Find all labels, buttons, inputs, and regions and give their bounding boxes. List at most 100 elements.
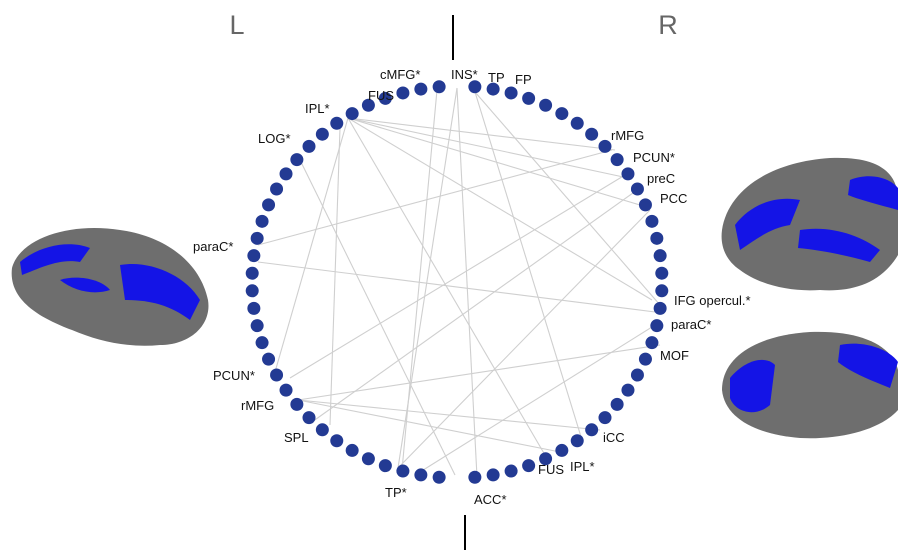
edge [401, 89, 438, 471]
node [655, 284, 669, 298]
edge [299, 159, 456, 476]
node [361, 452, 375, 466]
edge [347, 117, 546, 456]
right-brain-lateral [721, 157, 898, 291]
region-label: cMFG* [380, 67, 420, 82]
region-label: INS* [451, 67, 478, 82]
node [270, 182, 284, 196]
node [247, 249, 261, 263]
edge [419, 321, 661, 473]
region-labels: cMFG* INS* TP FP FUS IPL* rMFG LOG* PCUN… [193, 67, 751, 507]
node [315, 423, 329, 437]
node [621, 383, 635, 397]
node [486, 82, 500, 96]
region-label: IFG opercul.* [674, 293, 751, 308]
edges [257, 87, 661, 478]
node [621, 167, 635, 181]
node [645, 336, 659, 350]
edge [289, 171, 631, 379]
node [653, 249, 667, 263]
hemisphere-label: L [229, 10, 244, 40]
region-label: rMFG [241, 398, 274, 413]
edge [347, 117, 641, 206]
node [330, 116, 344, 130]
node [650, 231, 664, 245]
nodes [245, 80, 669, 484]
region-label: paraC* [193, 239, 233, 254]
edge [257, 261, 656, 313]
region-label: PCC [660, 191, 687, 206]
node [522, 459, 536, 473]
node [250, 231, 264, 245]
node [555, 107, 569, 121]
node [486, 468, 500, 482]
node [610, 153, 624, 167]
node [432, 470, 446, 484]
edge [397, 209, 651, 469]
node [650, 319, 664, 333]
node [570, 116, 584, 130]
node [361, 98, 375, 112]
edge [311, 187, 641, 423]
edge [456, 87, 478, 478]
node [255, 336, 269, 350]
node [555, 443, 569, 457]
node [396, 86, 410, 100]
edge [347, 117, 653, 301]
node [468, 80, 482, 94]
edge [297, 344, 661, 401]
node [432, 80, 446, 94]
node [504, 464, 518, 478]
region-label: iCC [603, 430, 625, 445]
region-label: MOF [660, 348, 689, 363]
node [414, 468, 428, 482]
node [653, 301, 667, 315]
node [247, 301, 261, 315]
node [302, 411, 316, 425]
node [585, 423, 599, 437]
node [345, 443, 359, 457]
region-label: PCUN* [213, 368, 255, 383]
region-label: FUS [368, 88, 394, 103]
region-label: FUS [538, 462, 564, 477]
region-label: SPL [284, 430, 309, 445]
node [245, 284, 259, 298]
node [504, 86, 518, 100]
node [279, 167, 293, 181]
node [630, 368, 644, 382]
node [378, 91, 392, 105]
region-label: TP* [385, 485, 407, 500]
node [290, 397, 304, 411]
edge [297, 399, 561, 453]
node [250, 319, 264, 333]
node [262, 198, 276, 212]
node [279, 383, 293, 397]
region-label: ACC* [474, 492, 507, 507]
node [262, 352, 276, 366]
node [468, 470, 482, 484]
node [655, 266, 669, 280]
edge [474, 91, 661, 306]
node [414, 82, 428, 96]
node [290, 153, 304, 167]
node [539, 452, 553, 466]
edge [347, 117, 629, 179]
node [396, 464, 410, 478]
right-brain-medial [722, 331, 898, 439]
region-label: TP [488, 70, 505, 85]
region-label: IPL* [570, 459, 595, 474]
edge [329, 127, 341, 426]
hemisphere-label: R [658, 10, 678, 40]
node [255, 214, 269, 228]
node [245, 266, 259, 280]
node [610, 397, 624, 411]
node [630, 182, 644, 196]
node [330, 434, 344, 448]
node [270, 368, 284, 382]
region-label: preC [647, 171, 675, 186]
node [539, 98, 553, 112]
left-brain [11, 227, 209, 346]
node [638, 198, 652, 212]
region-label: IPL* [305, 101, 330, 116]
